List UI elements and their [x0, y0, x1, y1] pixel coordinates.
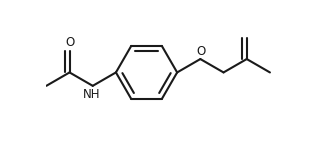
Text: O: O	[65, 36, 74, 49]
Text: O: O	[197, 45, 206, 58]
Text: NH: NH	[83, 88, 100, 101]
